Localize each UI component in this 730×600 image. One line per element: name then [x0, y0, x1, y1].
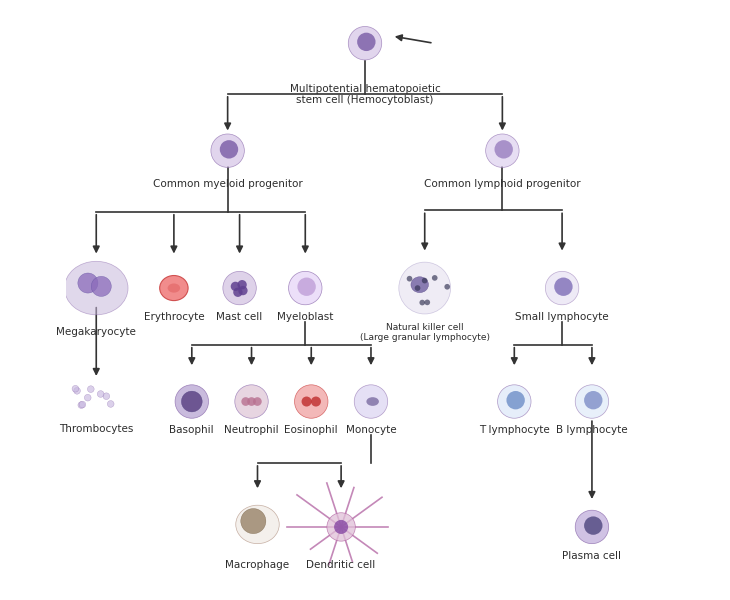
Text: Macrophage: Macrophage [226, 560, 290, 570]
Circle shape [211, 134, 245, 167]
Circle shape [415, 285, 420, 291]
Circle shape [420, 300, 425, 305]
Circle shape [253, 397, 262, 406]
Text: Thrombocytes: Thrombocytes [59, 424, 134, 434]
Circle shape [237, 280, 247, 289]
Circle shape [79, 401, 85, 408]
Circle shape [422, 278, 428, 283]
Text: Multipotential hematopoietic
stem cell (Hemocytoblast): Multipotential hematopoietic stem cell (… [290, 84, 440, 106]
Circle shape [103, 393, 110, 400]
Circle shape [507, 391, 525, 409]
Text: Natural killer cell
(Large granular lymphocyte): Natural killer cell (Large granular lymp… [360, 323, 490, 342]
Circle shape [91, 277, 111, 296]
Circle shape [494, 140, 513, 158]
Text: Neutrophil: Neutrophil [224, 425, 279, 436]
Circle shape [407, 276, 412, 281]
Ellipse shape [168, 283, 180, 293]
Circle shape [301, 397, 312, 407]
Circle shape [357, 32, 375, 51]
Circle shape [584, 517, 602, 535]
Text: Common myeloid progenitor: Common myeloid progenitor [153, 179, 302, 190]
Circle shape [575, 385, 609, 418]
Circle shape [424, 299, 430, 305]
Circle shape [432, 275, 437, 281]
Circle shape [241, 509, 266, 533]
Circle shape [498, 385, 531, 418]
Circle shape [247, 397, 256, 406]
Circle shape [445, 284, 450, 290]
Ellipse shape [160, 275, 188, 301]
Circle shape [72, 385, 79, 392]
Circle shape [545, 271, 579, 305]
Circle shape [327, 513, 356, 541]
Circle shape [554, 278, 572, 296]
Circle shape [575, 510, 609, 544]
Circle shape [294, 385, 328, 418]
Circle shape [175, 385, 209, 418]
Text: Basophil: Basophil [169, 425, 214, 436]
Circle shape [238, 286, 247, 295]
Circle shape [74, 388, 80, 394]
Text: Megakaryocyte: Megakaryocyte [56, 327, 137, 337]
Circle shape [584, 391, 602, 409]
Circle shape [231, 282, 240, 291]
Text: Dendritic cell: Dendritic cell [307, 560, 376, 570]
Circle shape [78, 402, 85, 409]
Circle shape [288, 271, 322, 305]
Text: Plasma cell: Plasma cell [562, 551, 621, 561]
Text: Erythrocyte: Erythrocyte [144, 312, 204, 322]
Text: B lymphocyte: B lymphocyte [556, 425, 628, 436]
Ellipse shape [236, 505, 280, 544]
Text: Common lymphoid progenitor: Common lymphoid progenitor [424, 179, 580, 190]
Circle shape [88, 386, 94, 392]
Text: Mast cell: Mast cell [217, 312, 263, 322]
Circle shape [242, 397, 250, 406]
Text: T lymphocyte: T lymphocyte [479, 425, 550, 436]
Circle shape [97, 391, 104, 397]
Text: Small lymphocyte: Small lymphocyte [515, 312, 609, 322]
Text: Eosinophil: Eosinophil [285, 425, 338, 436]
Text: Monocyte: Monocyte [346, 425, 396, 436]
Circle shape [354, 385, 388, 418]
Circle shape [78, 273, 98, 293]
Circle shape [311, 397, 321, 407]
Circle shape [485, 134, 519, 167]
Ellipse shape [411, 277, 429, 293]
Circle shape [235, 385, 268, 418]
Ellipse shape [366, 397, 379, 406]
Circle shape [107, 401, 114, 407]
Circle shape [85, 394, 91, 401]
Circle shape [233, 287, 242, 297]
Circle shape [399, 262, 450, 314]
Circle shape [220, 140, 238, 158]
Circle shape [297, 278, 316, 296]
Circle shape [223, 271, 256, 305]
Circle shape [334, 520, 348, 534]
Text: Myeloblast: Myeloblast [277, 312, 334, 322]
Ellipse shape [64, 262, 128, 315]
Circle shape [182, 391, 202, 412]
Circle shape [348, 26, 382, 60]
